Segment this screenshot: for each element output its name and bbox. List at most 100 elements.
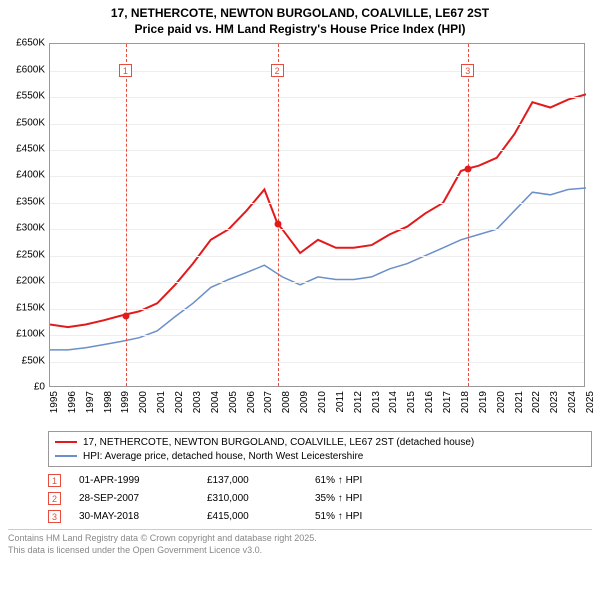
gridline (50, 124, 584, 125)
title-line-2: Price paid vs. HM Land Registry's House … (0, 22, 600, 38)
gridline (50, 203, 584, 204)
gridline (50, 335, 584, 336)
sales-date: 01-APR-1999 (79, 475, 189, 486)
sales-price: £310,000 (207, 493, 297, 504)
x-tick-label: 1995 (49, 391, 60, 413)
sales-idx: 1 (48, 474, 61, 487)
y-tick-label: £600K (5, 64, 45, 75)
gridline (50, 97, 584, 98)
x-tick-label: 2025 (585, 391, 596, 413)
series-hpi (50, 188, 586, 350)
x-tick-label: 2017 (442, 391, 453, 413)
y-tick-label: £50K (5, 355, 45, 366)
sale-dot (122, 312, 129, 319)
y-tick-label: £500K (5, 117, 45, 128)
sale-dot (274, 221, 281, 228)
x-tick-label: 2008 (281, 391, 292, 413)
x-tick-label: 2012 (353, 391, 364, 413)
sale-marker-line (468, 44, 469, 386)
footer-line-2: This data is licensed under the Open Gov… (8, 545, 592, 557)
sales-hpi: 51% ↑ HPI (315, 511, 405, 522)
sales-idx: 3 (48, 510, 61, 523)
y-tick-label: £650K (5, 38, 45, 49)
y-tick-label: £550K (5, 91, 45, 102)
line-series-svg (50, 44, 586, 388)
gridline (50, 256, 584, 257)
x-tick-label: 2019 (478, 391, 489, 413)
sale-marker-label: 3 (461, 64, 474, 77)
gridline (50, 229, 584, 230)
x-tick-label: 2020 (496, 391, 507, 413)
legend: 17, NETHERCOTE, NEWTON BURGOLAND, COALVI… (48, 431, 592, 467)
y-tick-label: £250K (5, 249, 45, 260)
x-tick-label: 1999 (120, 391, 131, 413)
x-tick-label: 2024 (567, 391, 578, 413)
sales-idx: 2 (48, 492, 61, 505)
y-tick-label: £200K (5, 276, 45, 287)
sale-dot (465, 165, 472, 172)
x-tick-label: 2015 (406, 391, 417, 413)
title-line-1: 17, NETHERCOTE, NEWTON BURGOLAND, COALVI… (0, 6, 600, 22)
x-tick-label: 2010 (317, 391, 328, 413)
gridline (50, 282, 584, 283)
y-tick-label: £350K (5, 196, 45, 207)
y-tick-label: £300K (5, 223, 45, 234)
series-property (50, 94, 586, 327)
legend-label-property: 17, NETHERCOTE, NEWTON BURGOLAND, COALVI… (83, 437, 474, 448)
x-tick-label: 2009 (299, 391, 310, 413)
x-tick-label: 2013 (371, 391, 382, 413)
sale-marker-label: 2 (271, 64, 284, 77)
gridline (50, 362, 584, 363)
x-tick-label: 2005 (228, 391, 239, 413)
sales-row: 2 28-SEP-2007 £310,000 35% ↑ HPI (48, 489, 592, 507)
sale-marker-line (126, 44, 127, 386)
y-tick-label: £150K (5, 302, 45, 313)
x-tick-label: 1997 (85, 391, 96, 413)
sales-date: 30-MAY-2018 (79, 511, 189, 522)
legend-label-hpi: HPI: Average price, detached house, Nort… (83, 451, 363, 462)
sales-price: £137,000 (207, 475, 297, 486)
gridline (50, 176, 584, 177)
x-tick-label: 1996 (67, 391, 78, 413)
sales-table: 1 01-APR-1999 £137,000 61% ↑ HPI 2 28-SEP-200… (48, 471, 592, 525)
sales-hpi: 35% ↑ HPI (315, 493, 405, 504)
x-tick-label: 2000 (138, 391, 149, 413)
x-tick-label: 2001 (156, 391, 167, 413)
sales-row: 1 01-APR-1999 £137,000 61% ↑ HPI (48, 471, 592, 489)
y-tick-label: £400K (5, 170, 45, 181)
legend-row-property: 17, NETHERCOTE, NEWTON BURGOLAND, COALVI… (55, 435, 585, 449)
y-tick-label: £0 (5, 382, 45, 393)
x-tick-label: 2011 (335, 391, 346, 413)
x-tick-label: 2022 (531, 391, 542, 413)
x-tick-label: 2006 (246, 391, 257, 413)
x-tick-label: 2002 (174, 391, 185, 413)
x-tick-label: 2023 (549, 391, 560, 413)
x-tick-label: 2003 (192, 391, 203, 413)
sale-marker-label: 1 (119, 64, 132, 77)
gridline (50, 150, 584, 151)
legend-swatch-hpi (55, 455, 77, 457)
title-block: 17, NETHERCOTE, NEWTON BURGOLAND, COALVI… (0, 0, 600, 39)
y-tick-label: £100K (5, 329, 45, 340)
x-tick-label: 2021 (514, 391, 525, 413)
sales-date: 28-SEP-2007 (79, 493, 189, 504)
sales-row: 3 30-MAY-2018 £415,000 51% ↑ HPI (48, 507, 592, 525)
x-tick-label: 2018 (460, 391, 471, 413)
footer-line-1: Contains HM Land Registry data © Crown c… (8, 533, 592, 545)
x-tick-label: 2004 (210, 391, 221, 413)
legend-swatch-property (55, 441, 77, 443)
x-tick-label: 2014 (388, 391, 399, 413)
sales-hpi: 61% ↑ HPI (315, 475, 405, 486)
legend-row-hpi: HPI: Average price, detached house, Nort… (55, 449, 585, 463)
footer: Contains HM Land Registry data © Crown c… (8, 529, 592, 556)
y-tick-label: £450K (5, 144, 45, 155)
sale-marker-line (278, 44, 279, 386)
chart-container: 17, NETHERCOTE, NEWTON BURGOLAND, COALVI… (0, 0, 600, 590)
x-tick-label: 1998 (103, 391, 114, 413)
x-tick-label: 2016 (424, 391, 435, 413)
plot-area: 1 2 3 (49, 43, 585, 387)
chart-area: 1 2 3 £0 £50K £100K £150K £200K £250K £300K £350K… (5, 39, 595, 429)
x-tick-label: 2007 (263, 391, 274, 413)
sales-price: £415,000 (207, 511, 297, 522)
gridline (50, 309, 584, 310)
